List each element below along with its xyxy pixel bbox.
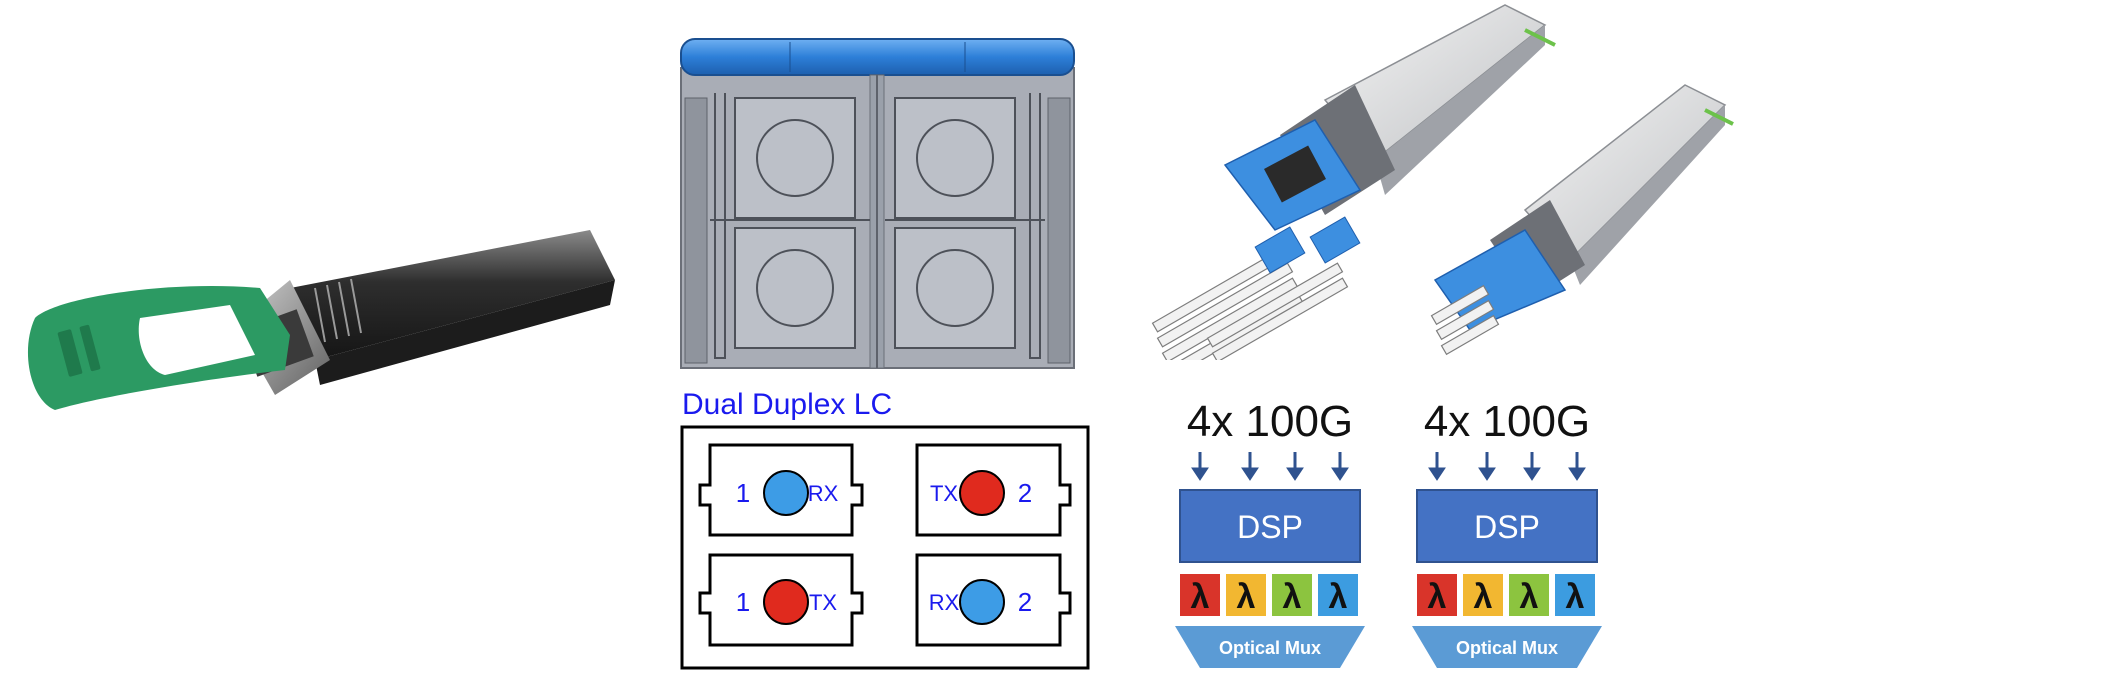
lambda-symbol: λ	[1329, 578, 1348, 616]
port-number: 1	[736, 478, 750, 508]
lc-outer-frame	[680, 425, 1090, 670]
lc-port: RX 2	[915, 553, 1072, 647]
lambda-symbol: λ	[1566, 578, 1585, 616]
lc-port: 1 TX	[698, 553, 864, 647]
lambda-symbol: λ	[1520, 578, 1539, 616]
lc-port-diagram: 1 RX TX 2 1 TX RX 2	[680, 425, 1090, 670]
dsp-box	[1179, 489, 1361, 563]
optical-mux-shape	[1412, 626, 1602, 668]
transceiver-photo	[27, 230, 615, 410]
lambda-symbol: λ	[1283, 578, 1302, 616]
port-label: TX	[809, 590, 837, 615]
port-label: RX	[808, 481, 839, 506]
dsp-block-module-2: 4x 100G DSP λ λ λ λ Optical Mux	[1412, 397, 1602, 668]
dsp-box	[1416, 489, 1598, 563]
input-arrows	[1428, 452, 1586, 481]
lambda-symbol: λ	[1474, 578, 1493, 616]
fiber-tx-circle	[959, 470, 1005, 516]
port-label: TX	[930, 481, 958, 506]
fiber-rx-circle	[763, 470, 809, 516]
port-label: RX	[929, 590, 960, 615]
dsp-label: DSP	[1474, 509, 1540, 545]
lambda-symbol: λ	[1237, 578, 1256, 616]
fiber-tx-circle	[763, 579, 809, 625]
connector-front-view	[680, 38, 1075, 369]
lc-port: 1 RX	[698, 443, 864, 537]
module-heading: 4x 100G	[1424, 397, 1590, 446]
diagram-title: Dual Duplex LC	[682, 388, 893, 421]
optical-mux-shape	[1175, 626, 1365, 668]
mux-label: Optical Mux	[1456, 638, 1558, 658]
lambda-row: λ λ λ λ	[1180, 574, 1358, 616]
lambda-symbol: λ	[1428, 578, 1447, 616]
dsp-block-module-1: 4x 100G DSP λ λ λ λ Optical Mux	[1175, 397, 1365, 668]
fiber-rx-circle	[959, 579, 1005, 625]
lambda-symbol: λ	[1191, 578, 1210, 616]
lambda-row: λ λ λ λ	[1417, 574, 1595, 616]
qsfp-modules-photo	[1151, 4, 1734, 360]
port-number: 2	[1018, 478, 1032, 508]
lc-port: TX 2	[915, 443, 1072, 537]
input-arrows	[1191, 452, 1349, 481]
port-number: 2	[1018, 587, 1032, 617]
port-number: 1	[736, 587, 750, 617]
dsp-label: DSP	[1237, 509, 1303, 545]
module-heading: 4x 100G	[1187, 397, 1353, 446]
mux-label: Optical Mux	[1219, 638, 1321, 658]
